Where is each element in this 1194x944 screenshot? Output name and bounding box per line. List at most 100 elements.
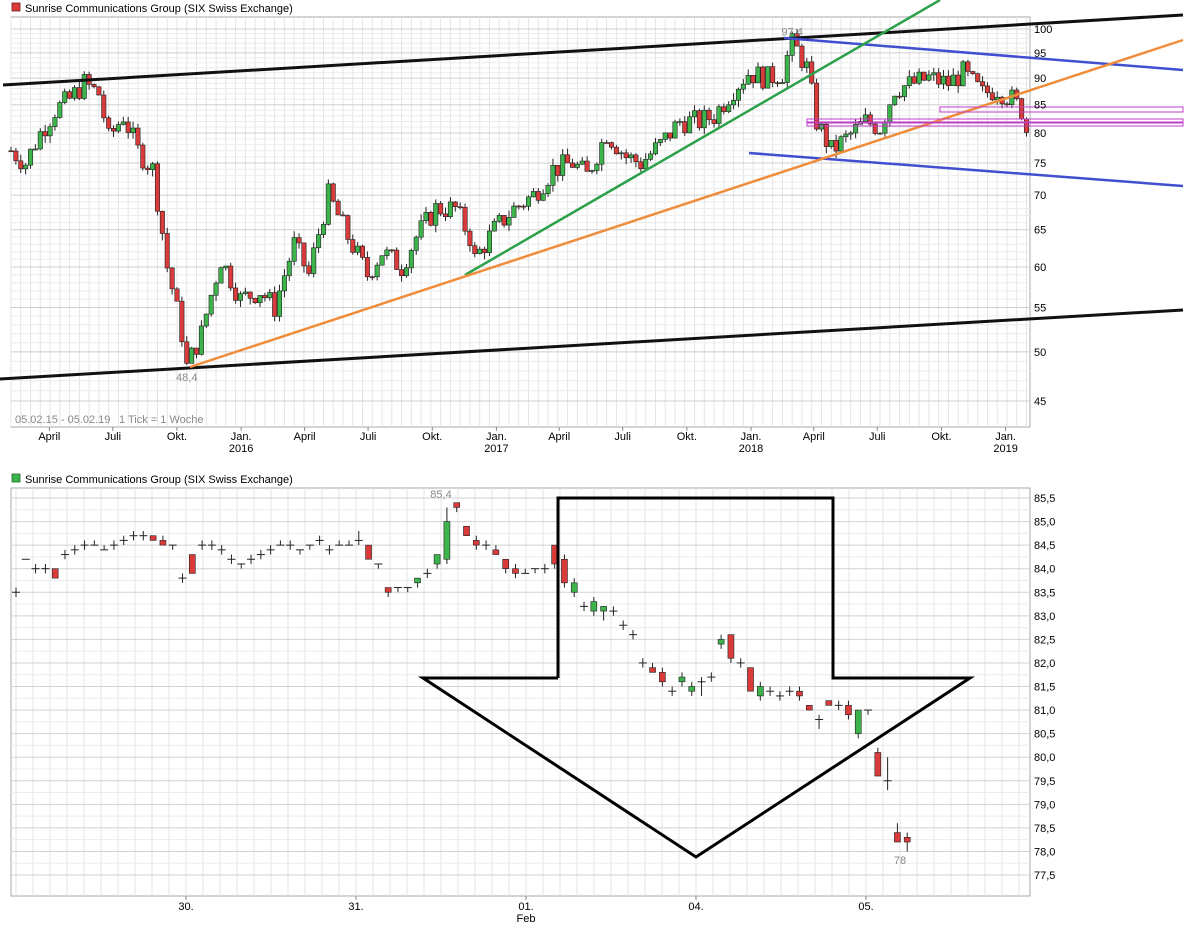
bottom-y-tick-label: 81,0 <box>1034 705 1055 717</box>
top-candle-body <box>838 136 844 152</box>
top-candle-body <box>462 206 468 232</box>
top-candle-body <box>223 265 229 269</box>
bottom-candle-body <box>463 525 470 537</box>
top-candle-body <box>81 74 87 99</box>
top-x-year-label: 2017 <box>484 443 508 455</box>
top-candle-body <box>301 242 307 267</box>
top-candle-body <box>423 212 429 222</box>
top-candle-body <box>23 164 29 170</box>
bottom-candle-body <box>453 502 461 508</box>
top-candle-body <box>443 213 449 217</box>
top-candle-body <box>921 71 927 81</box>
bottom-candle-body <box>600 606 607 612</box>
top-candle-body <box>784 55 790 83</box>
top-candle-body <box>306 265 312 274</box>
top-candle-body <box>242 291 248 294</box>
down-arrow-shape <box>417 496 976 859</box>
top-candle-body <box>911 76 917 84</box>
top-candle-body <box>740 83 746 90</box>
top-y-tick-label: 45 <box>1034 396 1046 408</box>
bottom-plot-area <box>10 487 1031 897</box>
top-y-tick-label: 100 <box>1034 24 1052 36</box>
bottom-y-tick-label: 78,0 <box>1034 846 1055 858</box>
top-x-tick-label: Okt. <box>677 431 697 443</box>
top-candle-body <box>47 126 53 137</box>
top-candle-body <box>833 140 839 152</box>
top-x-tick-label: Okt. <box>167 431 187 443</box>
bottom-arrow <box>417 496 976 859</box>
top-x-tick-label: Jan. <box>486 431 507 443</box>
top-x-tick-label: Juli <box>614 431 631 443</box>
top-candle-body <box>657 139 663 144</box>
top-y-tick-label: 55 <box>1034 303 1046 315</box>
bottom-candle-body <box>590 601 598 612</box>
top-candle-body <box>384 249 390 256</box>
top-candle-body <box>57 102 63 118</box>
top-candle-body <box>760 66 766 89</box>
top-candle-body <box>198 325 204 355</box>
top-candle-body <box>403 267 409 277</box>
top-candle-body <box>711 119 717 124</box>
orange-trend-line <box>189 38 1184 369</box>
bottom-annotations: 85,4 78 <box>430 489 906 867</box>
top-candle-body <box>277 290 283 317</box>
top-candle-body <box>604 142 610 144</box>
top-candle-body <box>687 116 693 134</box>
top-candle-body <box>555 165 561 176</box>
green-trend-line <box>464 0 941 277</box>
top-candle-body <box>843 133 849 138</box>
top-candle-body <box>179 300 185 343</box>
top-candle-body <box>1004 103 1010 106</box>
top-candle-body <box>984 85 990 94</box>
bottom-x-tick-label: 05. <box>858 901 873 913</box>
top-candle-body <box>330 183 336 202</box>
top-candle-body <box>667 132 673 139</box>
top-candle-body <box>721 106 727 112</box>
top-y-tick-label: 65 <box>1034 225 1046 237</box>
bottom-candles <box>12 502 911 852</box>
bottom-candle-body <box>414 577 421 584</box>
top-candle-body <box>67 91 73 99</box>
bottom-y-tick-label: 79,0 <box>1034 799 1055 811</box>
top-y-tick-label: 50 <box>1034 347 1046 359</box>
bottom-candle-body <box>688 686 696 692</box>
top-candle-body <box>272 292 278 317</box>
top-candle-body <box>296 237 302 244</box>
top-candle-body <box>486 230 492 253</box>
top-candle-body <box>452 201 458 207</box>
top-candle-body <box>569 162 575 168</box>
top-candle-body <box>233 287 239 301</box>
bottom-candle-body <box>727 634 735 659</box>
top-candle-body <box>482 248 488 253</box>
top-candle-body <box>467 230 473 247</box>
top-candle-body <box>828 140 834 147</box>
top-candle-body <box>125 121 131 133</box>
top-candle-body <box>779 82 785 84</box>
top-x-tick-label: Jan. <box>231 431 252 443</box>
top-candle-body <box>428 212 434 226</box>
bottom-legend-swatch <box>11 473 21 483</box>
top-candle-body <box>853 123 859 134</box>
top-candle-body <box>628 154 634 159</box>
bottom-x-tick-label: 01. <box>518 901 533 913</box>
top-x-year-label: 2018 <box>739 443 763 455</box>
top-x-year-label: 2019 <box>993 443 1017 455</box>
bottom-candle-body <box>561 558 568 584</box>
top-candle-body <box>325 183 331 225</box>
bottom-candle-body <box>502 558 509 569</box>
bottom-y-tick-label: 80,5 <box>1034 729 1055 741</box>
top-candle-body <box>804 61 810 68</box>
bottom-chart-title: Sunrise Communications Group (SIX Swiss … <box>25 474 293 486</box>
bottom-candle-body <box>492 549 500 555</box>
top-candle-body <box>970 71 976 74</box>
bottom-y-tick-label: 81,5 <box>1034 682 1055 694</box>
top-candle-body <box>91 84 97 88</box>
bottom-y-tick-label: 83,0 <box>1034 611 1055 623</box>
top-candle-body <box>154 163 160 212</box>
top-chart: 45 50 55 60 65 70 75 80 85 90 95 100 April Juli Okt. J… <box>0 0 1184 455</box>
top-candle-body <box>750 75 756 84</box>
top-candle-body <box>438 203 444 215</box>
top-candle-body <box>770 66 776 84</box>
top-candle-body <box>394 249 400 270</box>
top-candle-body <box>335 200 341 216</box>
